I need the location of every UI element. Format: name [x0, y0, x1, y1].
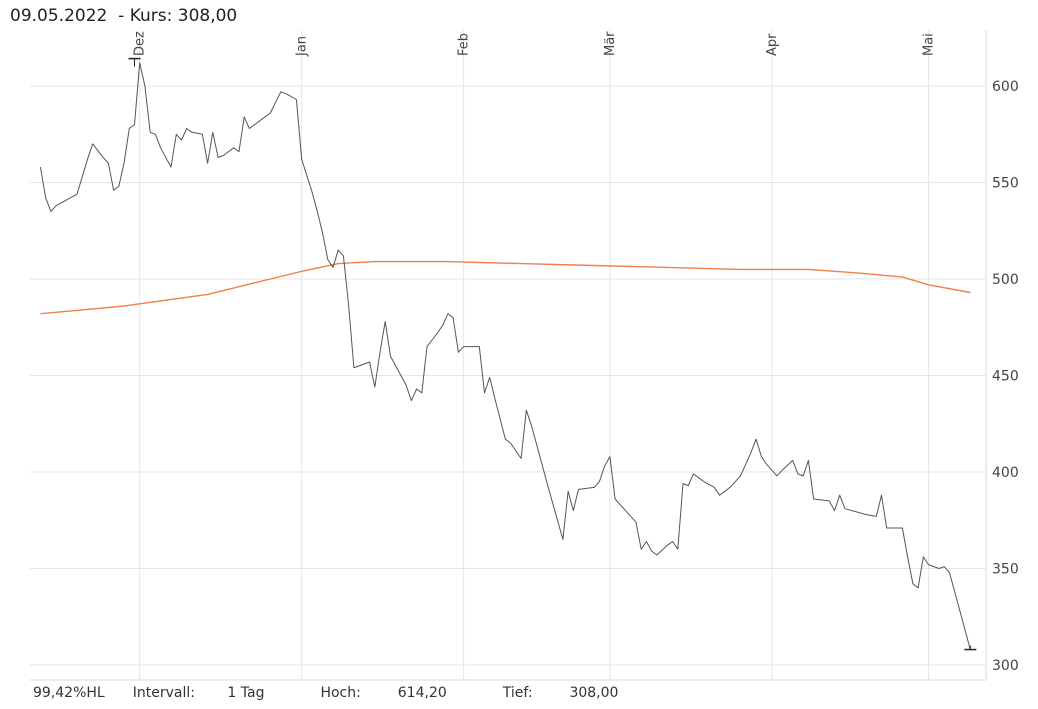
- footer-interval-label: Intervall:: [132, 685, 195, 701]
- y-tick-label-350: 350: [992, 562, 1019, 578]
- y-tick-label-600: 600: [992, 79, 1019, 95]
- y-tick-label-500: 500: [992, 272, 1019, 288]
- footer-high-value: 614,20: [397, 685, 447, 701]
- y-tick-label-400: 400: [992, 465, 1019, 481]
- chart-footer: 99,42%HL Intervall: 1 Tag Hoch: 614,20 Tief…: [33, 685, 674, 701]
- x-tick-label-Mär: Mär: [603, 31, 618, 56]
- series-line-1: [40, 260, 971, 315]
- y-tick-label-450: 450: [992, 369, 1019, 385]
- header-kurs-label: - Kurs:: [118, 6, 173, 26]
- x-tick-label-Mai: Mai: [922, 33, 937, 56]
- footer-low-label: Tief:: [502, 685, 533, 701]
- x-tick-label-Apr: Apr: [765, 33, 780, 56]
- y-tick-label-300: 300: [992, 658, 1019, 674]
- chart-header: 09.05.2022 - Kurs: 308,00: [10, 6, 237, 26]
- x-tick-label-Dez: Dez: [133, 31, 148, 56]
- header-date: 09.05.2022: [10, 6, 108, 26]
- footer-hl: 99,42%HL: [33, 685, 105, 701]
- footer-interval-value: 1 Tag: [227, 685, 265, 701]
- footer-high-label: Hoch:: [320, 685, 361, 701]
- series-line-0: [39, 62, 971, 650]
- x-tick-label-Feb: Feb: [457, 33, 472, 56]
- footer-interval: Intervall: 1 Tag: [133, 685, 293, 701]
- y-tick-label-550: 550: [992, 176, 1019, 192]
- footer-high: Hoch: 614,20: [320, 685, 474, 701]
- footer-low-value: 308,00: [569, 685, 619, 701]
- header-kurs-value: 308,00: [177, 6, 238, 26]
- footer-low: Tief: 308,00: [503, 685, 647, 701]
- x-tick-label-Jan: Jan: [295, 36, 310, 57]
